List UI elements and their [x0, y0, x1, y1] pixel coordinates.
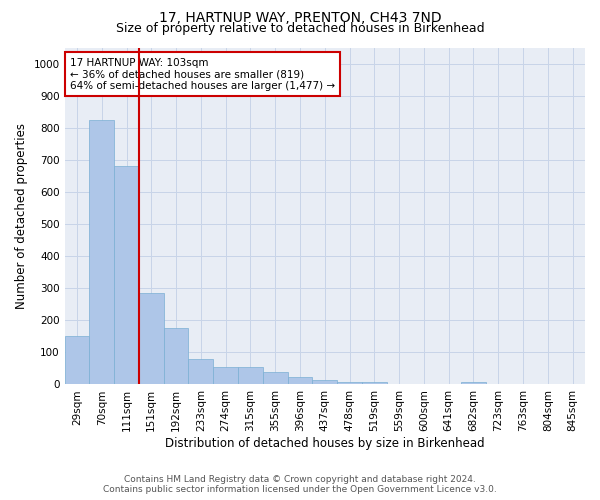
Bar	[65, 336, 89, 384]
Text: 17 HARTNUP WAY: 103sqm
← 36% of detached houses are smaller (819)
64% of semi-de: 17 HARTNUP WAY: 103sqm ← 36% of detached…	[70, 58, 335, 91]
Bar	[238, 367, 263, 384]
Text: 17, HARTNUP WAY, PRENTON, CH43 7ND: 17, HARTNUP WAY, PRENTON, CH43 7ND	[158, 11, 442, 25]
Bar	[213, 367, 238, 384]
Bar	[164, 328, 188, 384]
Text: Contains HM Land Registry data © Crown copyright and database right 2024.
Contai: Contains HM Land Registry data © Crown c…	[103, 474, 497, 494]
Bar	[89, 120, 114, 384]
Bar	[362, 382, 387, 384]
Bar	[114, 166, 139, 384]
Text: Size of property relative to detached houses in Birkenhead: Size of property relative to detached ho…	[116, 22, 484, 35]
Bar	[287, 378, 313, 384]
Bar	[461, 382, 486, 384]
X-axis label: Distribution of detached houses by size in Birkenhead: Distribution of detached houses by size …	[165, 437, 485, 450]
Bar	[313, 380, 337, 384]
Bar	[337, 382, 362, 384]
Bar	[139, 293, 164, 384]
Bar	[263, 372, 287, 384]
Y-axis label: Number of detached properties: Number of detached properties	[15, 123, 28, 309]
Bar	[188, 360, 213, 384]
